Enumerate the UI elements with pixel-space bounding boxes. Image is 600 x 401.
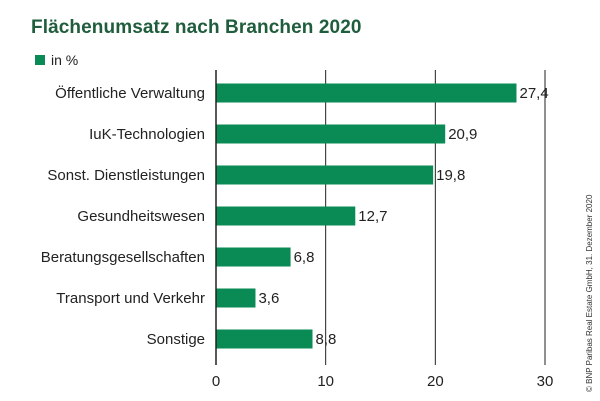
- value-label-1: 27,4: [519, 85, 548, 102]
- bar-6: [216, 288, 256, 308]
- category-label-7: Sonstige: [147, 331, 205, 348]
- bar-5: [216, 247, 291, 267]
- legend: in %: [35, 52, 78, 68]
- x-tick-label-10: 10: [317, 373, 334, 390]
- category-label-1: Öffentliche Verwaltung: [55, 84, 205, 102]
- category-label-6: Transport und Verkehr: [56, 290, 205, 307]
- x-tick-label-30: 30: [537, 373, 554, 390]
- legend-label: in %: [51, 52, 79, 68]
- value-label-7: 8,8: [316, 331, 337, 348]
- category-label-4: Gesundheitswesen: [77, 208, 205, 225]
- category-label-3: Sonst. Dienstleistungen: [47, 167, 205, 184]
- source-note: © BNP Paribas Real Estate GmbH, 31. Deze…: [585, 194, 594, 392]
- category-label-5: Beratungsgesellschaften: [41, 249, 205, 266]
- bar-7: [216, 329, 313, 349]
- bar-3: [216, 165, 434, 185]
- chart-title: Flächenumsatz nach Branchen 2020: [31, 17, 362, 38]
- value-label-2: 20,9: [448, 126, 477, 143]
- value-label-5: 6,8: [294, 249, 315, 266]
- bar-2: [216, 124, 446, 144]
- category-label-2: IuK-Technologien: [89, 126, 205, 143]
- value-label-4: 12,7: [358, 208, 387, 225]
- x-tick-label-0: 0: [212, 373, 220, 390]
- legend-swatch: [35, 55, 45, 65]
- bar-4: [216, 206, 356, 226]
- value-label-3: 19,8: [436, 167, 465, 184]
- bar-1: [216, 83, 517, 103]
- value-label-6: 3,6: [258, 290, 279, 307]
- x-tick-label-20: 20: [427, 373, 444, 390]
